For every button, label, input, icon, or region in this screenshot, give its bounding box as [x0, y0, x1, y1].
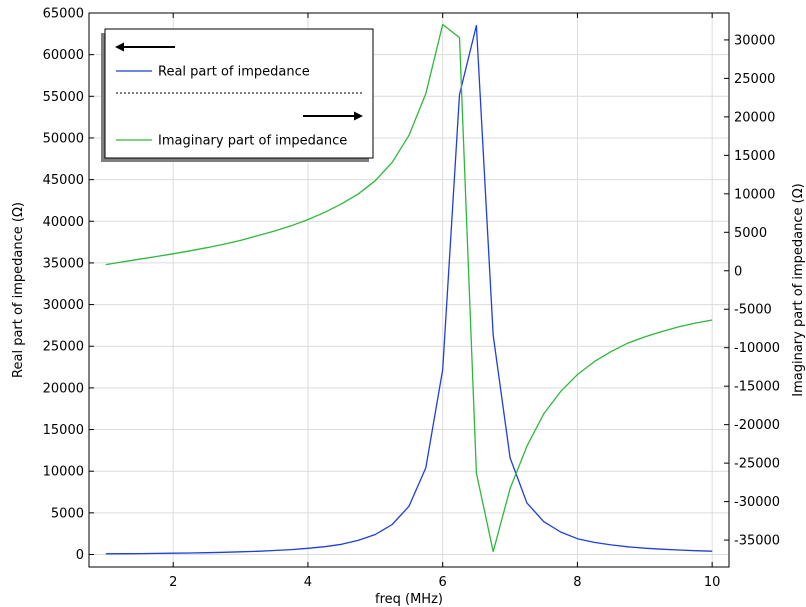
y-right-tick-label: 25000: [734, 72, 775, 87]
y-left-tick-label: 55000: [43, 90, 84, 105]
y-right-tick-label: -25000: [734, 457, 780, 472]
y-right-tick-label: -20000: [734, 418, 780, 433]
axes: [88, 12, 730, 568]
x-tick-label: 10: [704, 575, 721, 590]
legend-label-imag: Imaginary part of impedance: [158, 134, 347, 149]
y-left-tick-label: 10000: [43, 465, 84, 480]
y-right-tick-label: 15000: [734, 149, 775, 164]
y-right-axis-title: Imaginary part of impedance (Ω): [791, 183, 806, 397]
y-left-tick-label: 40000: [43, 215, 84, 230]
x-tick-label: 2: [169, 575, 177, 590]
imaginary-part-series-line: [105, 23, 713, 553]
y-right-tick-label: 10000: [734, 187, 775, 202]
y-right-tick-label: -5000: [734, 303, 772, 318]
x-tick-label: 8: [573, 575, 581, 590]
right-arrowhead-icon: [354, 111, 363, 121]
legend: Real part of impedance Imaginary part of…: [101, 28, 374, 162]
y-left-tick-label: 0: [76, 548, 84, 563]
y-right-tick-label: -35000: [734, 534, 780, 549]
y-left-tick-label: 15000: [43, 423, 84, 438]
y-right-tick-label: -15000: [734, 380, 780, 395]
y-left-tick-label: 30000: [43, 298, 84, 313]
y-left-axis-title: Real part of impedance (Ω): [11, 202, 26, 378]
y-left-tick-label: 20000: [43, 381, 84, 396]
grid-lines: [89, 12, 729, 567]
legend-label-real: Real part of impedance: [158, 65, 310, 80]
y-right-tick-label: -10000: [734, 341, 780, 356]
y-left-tick-label: 60000: [43, 48, 84, 63]
plot-frame: [88, 12, 730, 568]
y-left-tick-label: 25000: [43, 340, 84, 355]
x-tick-label: 4: [304, 575, 312, 590]
y-left-tick-label: 35000: [43, 256, 84, 271]
y-right-tick-label: 0: [734, 264, 742, 279]
y-left-tick-label: 5000: [51, 506, 84, 521]
y-right-tick-label: 5000: [734, 226, 767, 241]
y-right-tick-label: 30000: [734, 33, 775, 48]
y-left-tick-label: 65000: [43, 7, 84, 22]
x-axis-title: freq (MHz): [375, 592, 443, 607]
real-part-series-line: [105, 24, 713, 555]
y-right-tick-label: 20000: [734, 110, 775, 125]
y-right-tick-label: -30000: [734, 495, 780, 510]
series-layer: [105, 23, 713, 555]
left-arrowhead-icon: [115, 42, 124, 52]
tick-labels: 2 4 6 8 10 0 5000 10000 15000 20000 25000 30000 3500…: [43, 7, 780, 591]
x-tick-label: 6: [439, 575, 447, 590]
y-left-tick-label: 50000: [43, 131, 84, 146]
y-left-tick-label: 45000: [43, 173, 84, 188]
